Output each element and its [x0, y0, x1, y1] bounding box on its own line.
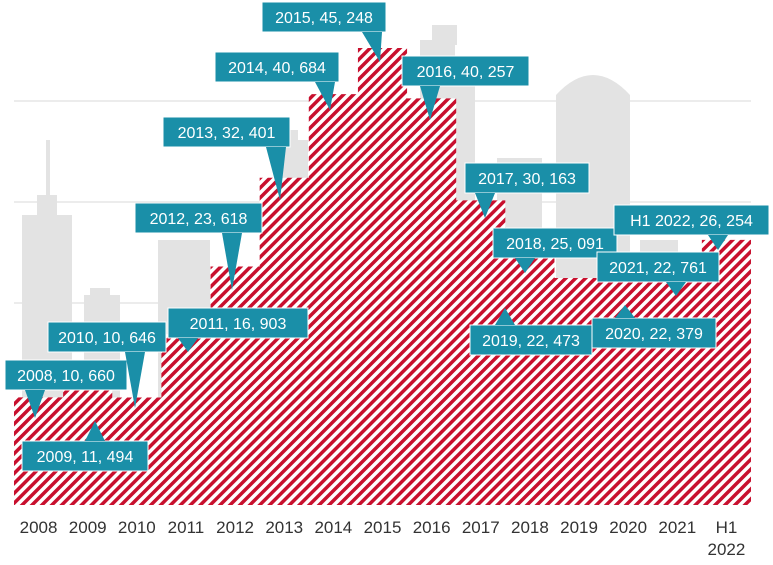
callout-pointer: [666, 282, 686, 296]
data-callout: 2019, 22, 473: [469, 308, 593, 356]
data-callout: 2016, 40, 257: [401, 55, 530, 120]
data-callout: 2017, 30, 163: [464, 162, 590, 218]
data-label: 2014, 40, 684: [228, 60, 326, 77]
callout-box: [162, 116, 291, 148]
callout-pointer: [615, 305, 635, 318]
callout-box: [167, 307, 309, 339]
callout-box: [492, 227, 618, 259]
callout-pointer: [315, 82, 335, 110]
x-tick-label: 2020: [609, 518, 647, 537]
data-callout: 2018, 25, 091: [492, 227, 618, 273]
data-callout: 2008, 10, 660: [4, 359, 128, 418]
data-label: 2011, 16, 903: [190, 316, 287, 333]
data-label: 2010, 10, 646: [58, 330, 156, 347]
data-callout: 2009, 11, 494: [21, 421, 149, 472]
x-tick-label: 2011: [168, 518, 205, 537]
callout-pointer: [85, 421, 105, 441]
data-label: 2020, 22, 379: [605, 326, 703, 343]
data-callout: H1 2022, 26, 254: [613, 204, 770, 250]
callout-box: [21, 440, 149, 472]
callout-box: [469, 324, 593, 356]
x-tick-label: 2018: [511, 518, 549, 537]
data-callout: 2020, 22, 379: [591, 305, 717, 349]
x-tick-label: 2015: [364, 518, 402, 537]
callout-pointer: [420, 86, 440, 120]
data-callout: 2021, 22, 761: [596, 251, 720, 296]
x-tick-label: H1 2022: [708, 518, 746, 559]
data-label: 2012, 23, 618: [150, 211, 248, 228]
callout-box: [596, 251, 720, 283]
area-series: [14, 47, 751, 505]
data-label: 2019, 22, 473: [482, 333, 580, 350]
data-callout: 2010, 10, 646: [47, 321, 167, 408]
callout-pointer: [515, 258, 535, 273]
x-tick-label: 2009: [69, 518, 107, 537]
data-callout: 2013, 32, 401: [162, 116, 291, 200]
callout-pointer: [362, 32, 382, 62]
callout-box: [134, 202, 263, 234]
data-label: 2015, 45, 248: [275, 10, 373, 27]
data-label: 2018, 25, 091: [506, 236, 604, 253]
data-callout: 2015, 45, 248: [261, 1, 387, 62]
data-label: 2021, 22, 761: [609, 260, 707, 277]
data-label: 2008, 10, 660: [17, 368, 115, 385]
callout-box: [401, 55, 530, 87]
data-label: 2016, 40, 257: [417, 64, 515, 81]
x-tick-label: 2019: [560, 518, 598, 537]
callout-pointer: [125, 352, 145, 408]
callout-pointer: [266, 147, 286, 200]
callout-pointer: [222, 233, 242, 290]
data-callout: 2011, 16, 903: [167, 307, 309, 352]
data-label-callouts: 2008, 10, 660 2009, 11, 494 2010, 10, 646 2…: [4, 1, 770, 472]
callout-pointer: [708, 235, 728, 250]
callout-pointer: [495, 308, 515, 325]
callout-box: [4, 359, 128, 391]
callout-pointer: [178, 338, 198, 352]
data-label: H1 2022, 26, 254: [630, 213, 753, 230]
callout-box: [591, 317, 717, 349]
data-callout: 2012, 23, 618: [134, 202, 263, 290]
data-callout: 2014, 40, 684: [214, 51, 340, 110]
x-tick-label: 2021: [658, 518, 696, 537]
callout-pointer: [25, 390, 45, 418]
callout-box: [613, 204, 770, 236]
x-tick-label: 2014: [314, 518, 352, 537]
x-tick-label: 2010: [118, 518, 156, 537]
callout-box: [261, 1, 387, 33]
x-axis-ticks: 2008 2009 2010 2011 2012 2013 2014 2015 2016 2017…: [20, 518, 746, 559]
x-tick-label: 2012: [216, 518, 254, 537]
x-tick-label: 2017: [462, 518, 500, 537]
x-tick-label: 2016: [413, 518, 451, 537]
x-tick-label: 2008: [20, 518, 58, 537]
data-label: 2017, 30, 163: [478, 171, 576, 188]
callout-box: [464, 162, 590, 194]
callout-box: [214, 51, 340, 83]
data-label: 2013, 32, 401: [178, 125, 276, 142]
callout-pointer: [475, 193, 495, 218]
callout-box: [47, 321, 167, 353]
x-tick-label: 2013: [265, 518, 303, 537]
data-label: 2009, 11, 494: [37, 449, 134, 466]
